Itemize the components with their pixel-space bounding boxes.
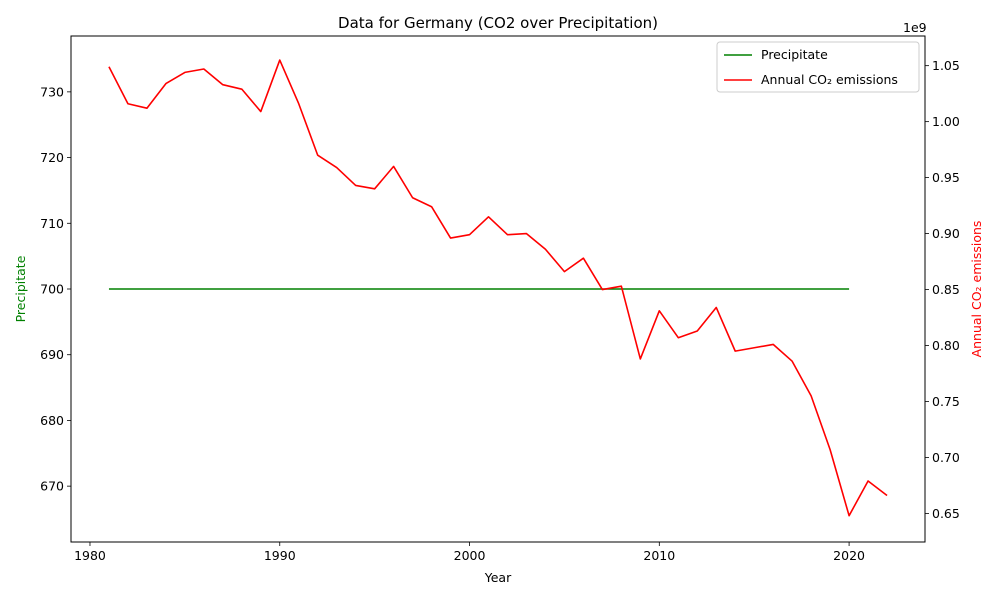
data-point-co2-2003 bbox=[526, 233, 528, 235]
data-point-co2-1993 bbox=[336, 167, 338, 169]
series-line-co2-emissions bbox=[108, 59, 888, 517]
data-point-co2-1999 bbox=[450, 237, 452, 239]
y-left-tick-label-720: 720 bbox=[40, 150, 64, 165]
data-point-co2-1989 bbox=[260, 111, 262, 113]
y-left-tick-label-710: 710 bbox=[40, 216, 64, 231]
y-left-tick-label-690: 690 bbox=[40, 347, 64, 362]
y-axis-right: 0.65 0.70 0.75 0.80 0.85 0.90 0.95 1.00 1.05 bbox=[925, 58, 960, 521]
x-tick-label-2020: 2020 bbox=[833, 548, 865, 563]
data-point-co2-2010 bbox=[659, 310, 661, 312]
y-left-tick-label-730: 730 bbox=[40, 84, 64, 99]
data-point-co2-2014 bbox=[734, 350, 736, 352]
y-axis-left: 670 680 690 700 710 720 730 bbox=[40, 84, 71, 494]
x-tick-label-2000: 2000 bbox=[454, 548, 486, 563]
data-point-co2-1985 bbox=[184, 72, 186, 74]
y-right-tick-label-6: 0.95 bbox=[932, 170, 960, 185]
data-point-co2-2004 bbox=[545, 248, 547, 250]
data-point-co2-2009 bbox=[640, 358, 642, 360]
data-point-co2-1987 bbox=[222, 84, 224, 86]
data-point-co2-2011 bbox=[677, 337, 679, 339]
y-right-tick-label-7: 1.00 bbox=[932, 114, 960, 129]
x-tick-label-1980: 1980 bbox=[74, 548, 106, 563]
legend-label-co2: Annual CO₂ emissions bbox=[761, 72, 898, 87]
data-point-co2-1998 bbox=[431, 206, 433, 208]
data-point-co2-2007 bbox=[602, 289, 604, 291]
data-point-co2-2017 bbox=[791, 360, 793, 362]
data-point-co2-1983 bbox=[146, 107, 148, 109]
data-point-co2-2002 bbox=[507, 234, 509, 236]
y-right-tick-label-5: 0.90 bbox=[932, 226, 960, 241]
y-axis-right-title: Annual CO₂ emissions bbox=[969, 221, 984, 358]
data-point-co2-1991 bbox=[298, 103, 300, 105]
data-point-co2-2012 bbox=[696, 330, 698, 332]
data-point-co2-2013 bbox=[715, 307, 717, 309]
data-point-co2-2022 bbox=[886, 495, 888, 497]
x-axis: 1980 1990 2000 2010 2020 bbox=[74, 542, 865, 563]
data-point-co2-2020 bbox=[848, 515, 850, 517]
y-right-tick-label-2: 0.75 bbox=[932, 394, 960, 409]
y-left-tick-label-680: 680 bbox=[40, 413, 64, 428]
legend-label-precipitate: Precipitate bbox=[761, 47, 828, 62]
data-point-co2-1995 bbox=[374, 188, 376, 190]
y-right-tick-label-3: 0.80 bbox=[932, 338, 960, 353]
data-point-co2-1994 bbox=[355, 185, 357, 187]
data-point-co2-1982 bbox=[127, 103, 129, 105]
data-point-co2-1990 bbox=[279, 59, 281, 61]
legend-frame bbox=[716, 41, 920, 93]
data-point-co2-2019 bbox=[829, 449, 831, 451]
data-point-co2-2006 bbox=[583, 257, 585, 259]
x-axis-title: Year bbox=[484, 570, 512, 585]
data-point-co2-1992 bbox=[317, 154, 319, 156]
data-point-precipitate-1981 bbox=[108, 288, 110, 290]
data-point-co2-1981 bbox=[108, 66, 110, 68]
data-point-precipitate-2020 bbox=[848, 288, 850, 290]
data-point-co2-2000 bbox=[469, 234, 471, 236]
chart-title: Data for Germany (CO2 over Precipitation… bbox=[338, 14, 658, 32]
x-tick-label-1990: 1990 bbox=[264, 548, 296, 563]
y-axis-left-title: Precipitate bbox=[13, 255, 28, 322]
data-point-co2-2005 bbox=[564, 271, 566, 273]
data-point-co2-1988 bbox=[241, 88, 243, 90]
y-left-tick-label-700: 700 bbox=[40, 282, 64, 297]
data-point-co2-2015 bbox=[753, 347, 755, 349]
y-axis-right-offset-text: 1e9 bbox=[903, 20, 927, 35]
data-point-co2-2021 bbox=[867, 480, 869, 482]
data-point-co2-2001 bbox=[488, 216, 490, 218]
data-point-co2-1986 bbox=[203, 68, 205, 70]
data-point-co2-2016 bbox=[772, 344, 774, 346]
y-right-tick-label-1: 0.70 bbox=[932, 450, 960, 465]
data-point-co2-2018 bbox=[810, 395, 812, 397]
data-point-co2-2008 bbox=[621, 285, 623, 287]
y-right-tick-label-0: 0.65 bbox=[932, 506, 960, 521]
y-right-tick-label-4: 0.85 bbox=[932, 282, 960, 297]
y-left-tick-label-670: 670 bbox=[40, 479, 64, 494]
legend: Precipitate Annual CO₂ emissions bbox=[716, 41, 920, 93]
x-tick-label-2010: 2010 bbox=[643, 548, 675, 563]
plot-area bbox=[108, 59, 888, 517]
data-point-co2-1997 bbox=[412, 197, 414, 199]
data-point-co2-1984 bbox=[165, 83, 167, 85]
y-right-tick-label-8: 1.05 bbox=[932, 58, 960, 73]
data-point-co2-1996 bbox=[393, 166, 395, 168]
